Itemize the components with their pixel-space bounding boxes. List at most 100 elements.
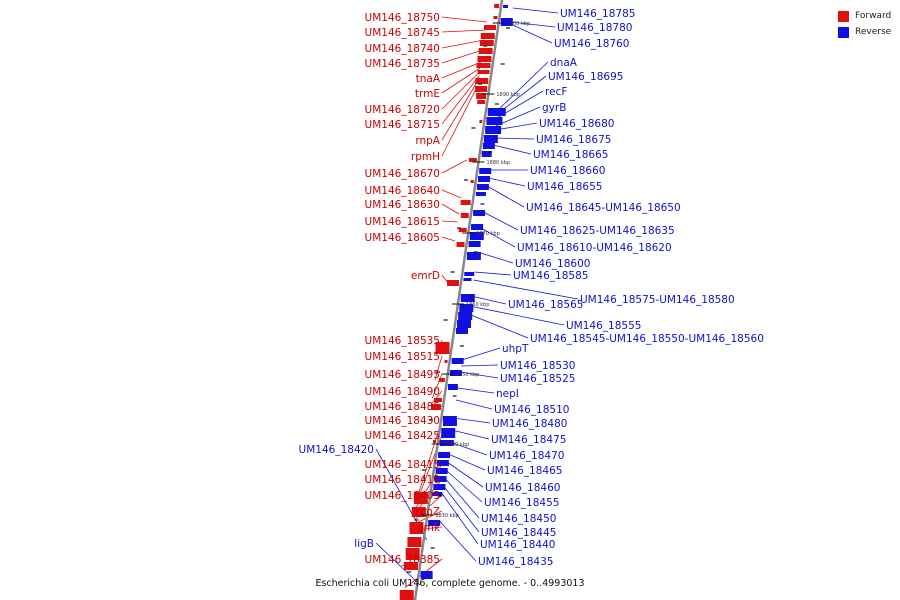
- forward-gene-feature[interactable]: [430, 404, 441, 410]
- reverse-gene-label[interactable]: gyrB: [542, 102, 566, 114]
- reverse-gene-label[interactable]: ligB: [354, 538, 374, 550]
- legend-reverse[interactable]: Reverse: [838, 24, 891, 40]
- forward-gene-feature[interactable]: [494, 4, 500, 8]
- reverse-gene-label[interactable]: UM146_18510: [494, 404, 569, 416]
- forward-gene-label[interactable]: UM146_18430: [365, 415, 440, 427]
- forward-gene-feature[interactable]: [403, 562, 418, 570]
- reverse-gene-feature[interactable]: [471, 224, 484, 230]
- forward-gene-feature[interactable]: [460, 200, 471, 205]
- reverse-gene-feature[interactable]: [442, 416, 457, 426]
- forward-gene-label[interactable]: UM146_18485: [365, 401, 440, 413]
- reverse-gene-label[interactable]: UM146_18445: [481, 527, 556, 539]
- reverse-gene-label[interactable]: UM146_18665: [533, 149, 608, 161]
- reverse-gene-label[interactable]: UM146_18695: [548, 71, 623, 83]
- reverse-gene-feature[interactable]: [469, 232, 484, 240]
- forward-gene-feature[interactable]: [476, 93, 487, 99]
- reverse-gene-feature[interactable]: [481, 151, 492, 157]
- reverse-gene-label[interactable]: UM146_18460: [485, 482, 560, 494]
- reverse-gene-feature[interactable]: [503, 5, 509, 8]
- reverse-gene-feature[interactable]: [479, 168, 492, 174]
- forward-gene-feature[interactable]: [479, 120, 483, 123]
- forward-gene-feature[interactable]: [434, 398, 442, 402]
- reverse-gene-feature[interactable]: [476, 184, 489, 190]
- forward-gene-label[interactable]: UM146_18715: [365, 119, 440, 131]
- reverse-gene-feature[interactable]: [466, 252, 481, 260]
- reverse-gene-label[interactable]: UM146_18525: [500, 373, 575, 385]
- forward-gene-label[interactable]: UM146_18405: [365, 490, 440, 502]
- reverse-gene-feature[interactable]: [458, 312, 473, 320]
- forward-gene-feature[interactable]: [399, 590, 414, 600]
- forward-gene-label[interactable]: UM146_18490: [365, 386, 440, 398]
- reverse-gene-label[interactable]: UM146_18530: [500, 360, 575, 372]
- forward-gene-feature[interactable]: [468, 158, 477, 162]
- reverse-gene-label[interactable]: dnaA: [550, 57, 578, 69]
- forward-gene-label[interactable]: UM146_18670: [365, 168, 440, 180]
- forward-gene-feature[interactable]: [407, 537, 422, 547]
- reverse-gene-feature[interactable]: [473, 210, 486, 216]
- reverse-gene-label[interactable]: recF: [545, 86, 567, 98]
- forward-gene-feature[interactable]: [435, 342, 450, 354]
- forward-gene-feature[interactable]: [444, 360, 448, 363]
- forward-gene-feature[interactable]: [493, 16, 498, 19]
- reverse-gene-label[interactable]: UM146_18545-UM146_18550-UM146_18560: [530, 333, 764, 345]
- forward-gene-feature[interactable]: [411, 507, 426, 517]
- reverse-gene-label[interactable]: UM146_18680: [539, 118, 614, 130]
- reverse-gene-feature[interactable]: [485, 126, 502, 134]
- reverse-gene-label[interactable]: UM146_18565: [508, 299, 583, 311]
- reverse-gene-feature[interactable]: [463, 278, 472, 281]
- reverse-gene-feature[interactable]: [420, 571, 433, 579]
- forward-gene-label[interactable]: rnpA: [415, 135, 440, 147]
- reverse-gene-label[interactable]: UM146_18470: [489, 450, 564, 462]
- forward-gene-label[interactable]: rpoZ: [415, 506, 440, 518]
- reverse-gene-label[interactable]: UM146_18440: [480, 539, 555, 551]
- forward-gene-label[interactable]: rpmH: [411, 151, 440, 163]
- reverse-gene-feature[interactable]: [449, 370, 462, 376]
- forward-gene-label[interactable]: UM146_18385: [365, 554, 440, 566]
- reverse-gene-feature[interactable]: [487, 108, 506, 116]
- reverse-gene-feature[interactable]: [483, 135, 498, 143]
- reverse-gene-feature[interactable]: [434, 476, 447, 482]
- reverse-gene-label[interactable]: UM146_18575-UM146_18580: [580, 294, 735, 306]
- reverse-gene-label[interactable]: UM146_18475: [491, 434, 566, 446]
- forward-gene-feature[interactable]: [456, 242, 465, 247]
- reverse-gene-feature[interactable]: [441, 428, 456, 438]
- reverse-gene-feature[interactable]: [464, 272, 475, 276]
- forward-gene-label[interactable]: UM146_18495: [365, 369, 440, 381]
- reverse-gene-feature[interactable]: [439, 440, 454, 446]
- legend-forward[interactable]: Forward: [838, 8, 891, 24]
- forward-gene-feature[interactable]: [477, 56, 492, 62]
- forward-gene-feature[interactable]: [477, 70, 490, 74]
- forward-gene-feature[interactable]: [478, 48, 493, 54]
- reverse-gene-label[interactable]: UM146_18760: [554, 38, 629, 50]
- reverse-gene-feature[interactable]: [457, 320, 472, 328]
- reverse-gene-label[interactable]: UM146_18600: [515, 258, 590, 270]
- forward-gene-label[interactable]: UM146_18750: [365, 12, 440, 24]
- reverse-gene-feature[interactable]: [478, 176, 491, 182]
- forward-gene-label[interactable]: UM146_18425: [365, 430, 440, 442]
- reverse-gene-label[interactable]: UM146_18675: [536, 134, 611, 146]
- reverse-gene-feature[interactable]: [436, 460, 449, 466]
- forward-gene-feature[interactable]: [438, 378, 445, 382]
- reverse-gene-label[interactable]: UM146_18785: [560, 8, 635, 20]
- reverse-gene-feature[interactable]: [486, 117, 503, 125]
- forward-gene-feature[interactable]: [479, 40, 494, 46]
- forward-gene-label[interactable]: UM146_18720: [365, 104, 440, 116]
- forward-gene-label[interactable]: emrD: [411, 270, 440, 282]
- reverse-gene-feature[interactable]: [432, 492, 443, 496]
- forward-gene-label[interactable]: UM146_18745: [365, 27, 440, 39]
- forward-gene-label[interactable]: UM146_18515: [365, 351, 440, 363]
- reverse-gene-feature[interactable]: [451, 358, 464, 364]
- reverse-gene-label[interactable]: UM146_18435: [478, 556, 553, 568]
- forward-gene-feature[interactable]: [409, 522, 424, 534]
- forward-gene-label[interactable]: UM146_18535: [365, 335, 440, 347]
- reverse-gene-feature[interactable]: [438, 452, 451, 458]
- reverse-gene-label[interactable]: UM146_18655: [527, 181, 602, 193]
- forward-gene-feature[interactable]: [477, 100, 486, 104]
- reverse-gene-feature[interactable]: [428, 520, 441, 526]
- reverse-gene-label[interactable]: nepI: [496, 388, 519, 400]
- forward-gene-feature[interactable]: [475, 78, 489, 84]
- reverse-gene-label[interactable]: UM146_18625-UM146_18635: [520, 225, 675, 237]
- forward-gene-feature[interactable]: [432, 440, 436, 443]
- forward-gene-label[interactable]: UM146_18605: [365, 232, 440, 244]
- reverse-gene-feature[interactable]: [468, 241, 481, 247]
